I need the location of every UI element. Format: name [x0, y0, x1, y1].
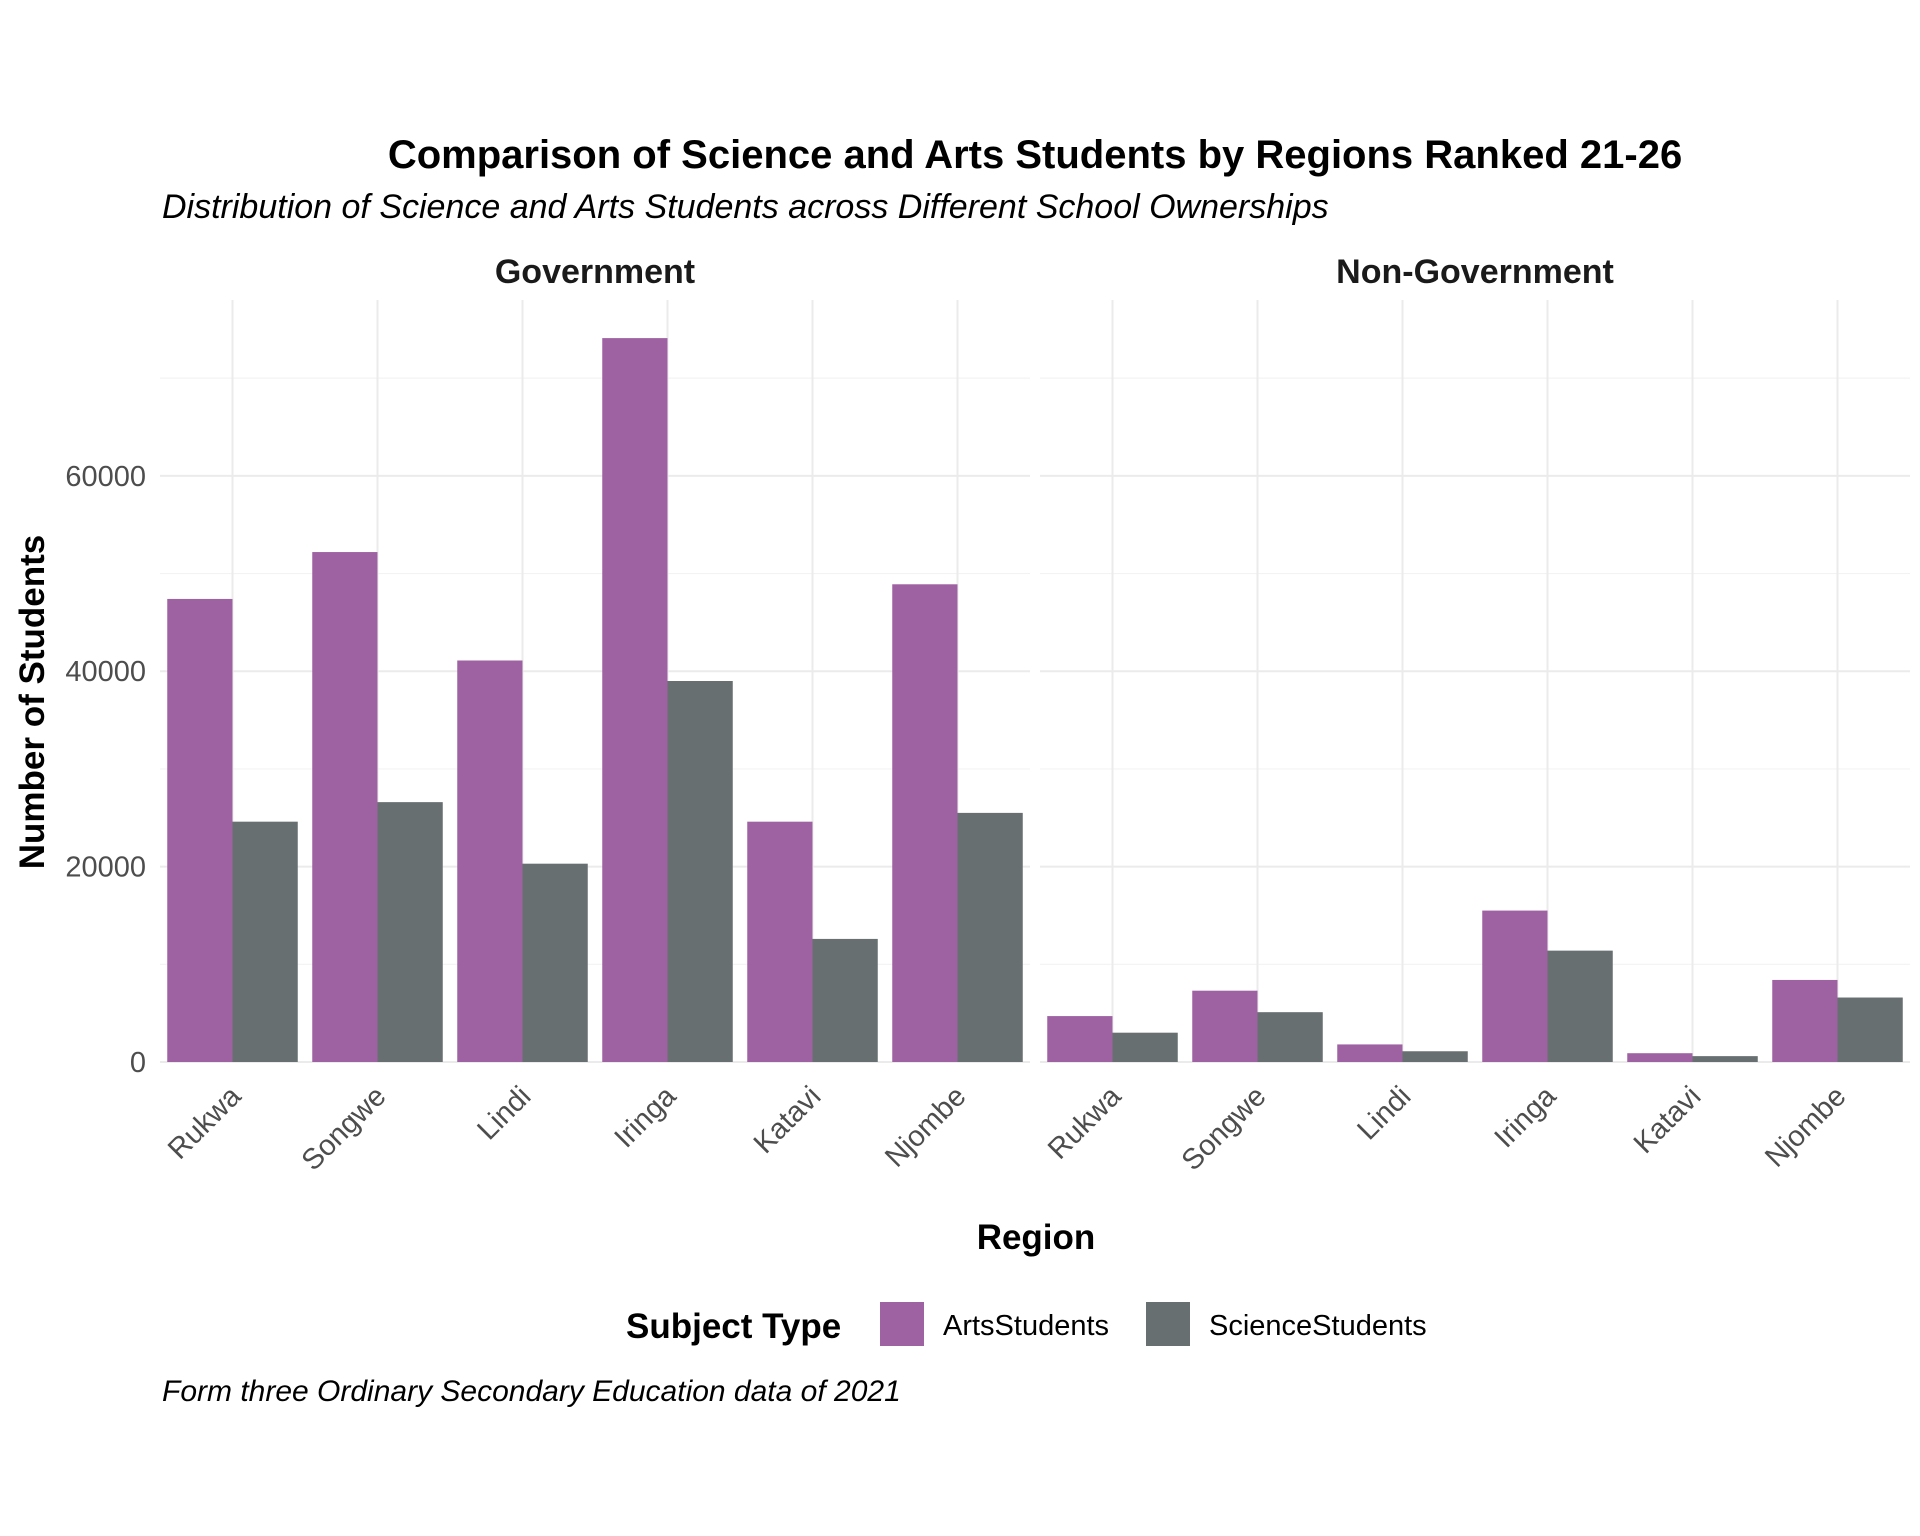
x-tick-label-non-government: Rukwa	[1042, 1080, 1128, 1166]
legend: Subject Type ArtsStudents ScienceStudent…	[626, 1302, 1427, 1346]
bar-government-songwe-arts	[312, 552, 378, 1062]
y-tick-label: 40000	[65, 656, 146, 688]
bar-non-government-lindi-science	[1402, 1051, 1468, 1062]
bar-non-government-iringa-arts	[1482, 910, 1548, 1062]
facet-non-government: Non-Government Rukwa Songwe Lindi Iringa Kata…	[1040, 253, 1910, 1177]
y-axis-title: Number of Students	[13, 535, 52, 869]
bar-non-government-njombe-arts	[1772, 979, 1838, 1062]
bar-non-government-iringa-science	[1547, 950, 1613, 1062]
legend-label-arts: ArtsStudents	[943, 1310, 1109, 1342]
chart-caption: Form three Ordinary Secondary Education …	[162, 1375, 901, 1408]
y-tick-label: 60000	[65, 461, 146, 493]
facet-label-non-government: Non-Government	[1336, 253, 1614, 291]
bar-government-lindi-science	[522, 863, 588, 1062]
bar-non-government-katavi-arts	[1627, 1053, 1693, 1062]
y-axis: 0 20000 40000 60000	[65, 461, 146, 1079]
x-tick-label-government: Songwe	[296, 1080, 393, 1177]
legend-title: Subject Type	[626, 1307, 841, 1346]
bar-government-rukwa-arts	[167, 598, 233, 1062]
legend-label-science: ScienceStudents	[1209, 1310, 1427, 1342]
x-tick-label-government: Rukwa	[162, 1080, 248, 1166]
x-tick-label-non-government: Songwe	[1176, 1080, 1273, 1177]
bar-non-government-rukwa-arts	[1047, 1016, 1113, 1062]
bar-government-katavi-science	[812, 938, 878, 1062]
bar-government-iringa-science	[667, 681, 733, 1062]
y-tick-label: 0	[130, 1047, 146, 1079]
bar-government-iringa-arts	[602, 338, 668, 1063]
x-tick-label-government: Katavi	[748, 1080, 828, 1160]
bar-government-katavi-arts	[747, 821, 813, 1062]
chart-subtitle: Distribution of Science and Arts Student…	[162, 188, 1329, 226]
x-tick-label-non-government: Njombe	[1759, 1080, 1852, 1173]
facet-government: Government Rukwa Songwe Lindi Iringa Katavi Nj…	[160, 253, 1030, 1177]
bar-government-songwe-science	[377, 802, 443, 1062]
bar-government-njombe-arts	[892, 584, 958, 1062]
bar-non-government-katavi-science	[1692, 1056, 1758, 1062]
bar-non-government-lindi-arts	[1337, 1044, 1403, 1062]
bar-government-lindi-arts	[457, 660, 523, 1062]
legend-swatch-science	[1146, 1302, 1190, 1346]
x-tick-label-non-government: Lindi	[1351, 1080, 1417, 1146]
y-tick-label: 20000	[65, 852, 146, 884]
x-tick-label-non-government: Iringa	[1489, 1080, 1564, 1155]
x-axis-title: Region	[977, 1218, 1096, 1257]
bar-non-government-rukwa-science	[1112, 1032, 1178, 1062]
bar-non-government-njombe-science	[1837, 997, 1903, 1062]
chart-title: Comparison of Science and Arts Students …	[388, 133, 1682, 177]
legend-swatch-arts	[880, 1302, 924, 1346]
x-tick-label-non-government: Katavi	[1628, 1080, 1708, 1160]
bar-non-government-songwe-arts	[1192, 990, 1258, 1062]
x-tick-label-government: Njombe	[879, 1080, 972, 1173]
x-tick-label-government: Iringa	[609, 1080, 684, 1155]
bar-government-rukwa-science	[232, 821, 298, 1062]
x-tick-label-government: Lindi	[471, 1080, 537, 1146]
bar-non-government-songwe-science	[1257, 1012, 1323, 1062]
facet-label-government: Government	[495, 253, 695, 291]
bar-government-njombe-science	[957, 812, 1023, 1062]
